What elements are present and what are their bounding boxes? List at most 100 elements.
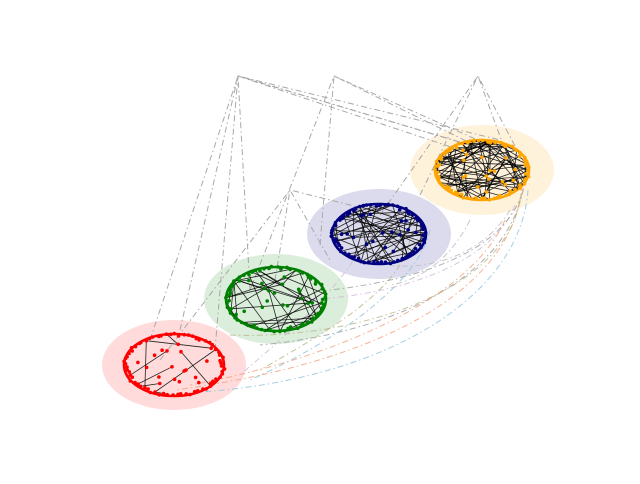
- network-node: [153, 353, 157, 357]
- network-node: [242, 310, 246, 314]
- network-node: [376, 261, 380, 265]
- network-node: [315, 314, 319, 318]
- network-node: [362, 204, 366, 208]
- network-node: [359, 260, 363, 264]
- network-node: [460, 193, 464, 197]
- network-node: [323, 296, 327, 300]
- network-node: [170, 365, 174, 369]
- network-node: [466, 196, 470, 200]
- network-node: [187, 333, 191, 337]
- network-node: [278, 330, 282, 334]
- network-node: [436, 171, 440, 175]
- network-node: [294, 268, 298, 272]
- network-node: [496, 196, 500, 200]
- network-node: [279, 267, 283, 271]
- network-node: [406, 228, 410, 232]
- network-node: [384, 260, 388, 264]
- network-node: [365, 242, 369, 246]
- network-node: [488, 198, 492, 202]
- network-node: [504, 183, 508, 187]
- network-node: [380, 260, 384, 264]
- network-node: [139, 341, 143, 345]
- network-node: [414, 247, 418, 251]
- network-node: [389, 262, 393, 266]
- network-node: [260, 328, 264, 332]
- network-node: [254, 269, 258, 273]
- network-node: [229, 311, 233, 315]
- network-node: [309, 277, 313, 281]
- network-node: [433, 168, 437, 172]
- network-node: [322, 303, 326, 307]
- network-node: [247, 273, 251, 277]
- network-node: [489, 141, 493, 145]
- network-node: [229, 307, 233, 311]
- network-node: [404, 255, 408, 259]
- network-node: [210, 343, 214, 347]
- network-node: [224, 296, 228, 300]
- network-node: [296, 327, 300, 331]
- network-node: [404, 219, 408, 223]
- network-node: [523, 159, 527, 163]
- network-node: [524, 164, 528, 168]
- network-node: [194, 376, 198, 380]
- network-node: [233, 316, 237, 320]
- network-node: [418, 243, 422, 247]
- network-node: [130, 346, 134, 350]
- network-node: [219, 361, 223, 365]
- network-node: [270, 265, 274, 269]
- network-node: [513, 188, 517, 192]
- network-node: [153, 390, 157, 394]
- network-node: [504, 194, 508, 198]
- network-node: [232, 284, 236, 288]
- network-node: [130, 349, 134, 353]
- network-node: [314, 282, 318, 286]
- network-node: [229, 289, 233, 293]
- network-node: [480, 156, 484, 160]
- network-node: [133, 381, 137, 385]
- network-node: [159, 334, 163, 338]
- network-node: [513, 168, 517, 172]
- network-node: [359, 214, 363, 218]
- network-node: [158, 382, 162, 386]
- network-node: [438, 181, 442, 185]
- network-node: [339, 250, 343, 254]
- network-node: [481, 139, 485, 143]
- network-node: [435, 160, 439, 164]
- network-node: [343, 251, 347, 255]
- network-node: [445, 185, 449, 189]
- network-node: [414, 231, 418, 235]
- network-node: [157, 393, 161, 397]
- network-node: [301, 271, 305, 275]
- network-node: [300, 297, 304, 301]
- network-node: [129, 373, 133, 377]
- network-node: [247, 279, 251, 283]
- network-node: [267, 289, 271, 293]
- network-node: [518, 155, 522, 159]
- network-node: [386, 203, 390, 207]
- network-node: [151, 335, 155, 339]
- network-node: [225, 302, 229, 306]
- network-node: [392, 250, 396, 254]
- network-node: [462, 158, 466, 162]
- network-node: [454, 191, 458, 195]
- network-node: [179, 350, 183, 354]
- network-node: [183, 333, 187, 337]
- network-node: [263, 329, 267, 333]
- network-node: [197, 338, 201, 342]
- network-node: [507, 193, 511, 197]
- network-node: [242, 273, 246, 277]
- network-node: [182, 369, 186, 373]
- network-node: [209, 346, 213, 350]
- network-node: [474, 196, 478, 200]
- network-node: [375, 204, 379, 208]
- network-node: [457, 142, 461, 146]
- network-node: [176, 393, 180, 397]
- network-node: [523, 182, 527, 186]
- network-node: [493, 197, 497, 201]
- network-node: [261, 305, 265, 309]
- network-node: [197, 381, 201, 385]
- network-node: [331, 227, 335, 231]
- network-node: [412, 250, 416, 254]
- network-node: [125, 355, 129, 359]
